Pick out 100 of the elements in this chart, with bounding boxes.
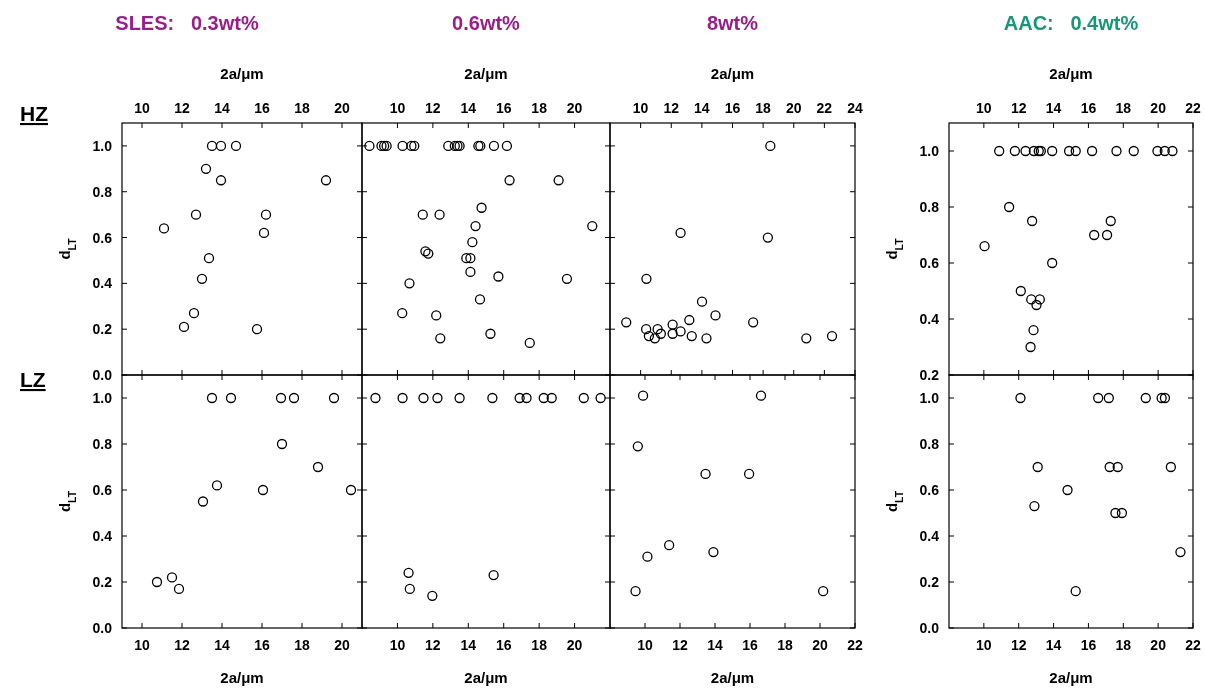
point xyxy=(418,392,429,404)
point xyxy=(1175,546,1186,558)
x-tick-label: 10 xyxy=(389,637,406,653)
y-tick-label: 0.4 xyxy=(919,311,940,327)
point xyxy=(1101,229,1113,241)
point xyxy=(765,140,776,152)
point xyxy=(215,175,227,186)
x-tick-label: 14 xyxy=(460,100,477,116)
point xyxy=(158,223,170,234)
x-tick-label: 14 xyxy=(707,637,723,653)
point xyxy=(275,392,287,404)
y-tick-label: 0.2 xyxy=(919,367,940,383)
point xyxy=(553,175,564,186)
x-tick-label: 18 xyxy=(294,637,310,653)
point xyxy=(1047,145,1058,157)
chart-title: 0.6wt% xyxy=(452,12,521,34)
x-tick-label: 20 xyxy=(1150,100,1167,116)
point xyxy=(1015,392,1026,404)
x-tick-label: 10 xyxy=(637,637,653,653)
y-tick-label: 0.8 xyxy=(919,436,940,452)
x-tick-label: 10 xyxy=(389,100,406,116)
point xyxy=(524,337,535,349)
y-tick-label: 0.2 xyxy=(92,574,113,590)
point xyxy=(443,140,454,152)
point xyxy=(546,392,557,404)
point xyxy=(178,321,190,333)
point xyxy=(667,319,678,330)
point xyxy=(684,314,695,326)
point xyxy=(667,328,678,339)
point xyxy=(151,576,163,588)
point xyxy=(206,392,218,404)
text: LZ xyxy=(20,368,46,391)
point xyxy=(288,392,300,404)
point xyxy=(587,220,598,232)
point xyxy=(700,468,711,480)
x-tick-label: 18 xyxy=(531,637,548,653)
point xyxy=(1015,285,1026,297)
point xyxy=(1032,461,1043,473)
point xyxy=(197,496,209,507)
point xyxy=(1026,294,1037,305)
point xyxy=(1152,145,1163,157)
point xyxy=(1070,586,1081,597)
point xyxy=(675,227,686,239)
x-tick-label: 14 xyxy=(1045,100,1062,116)
x-tick-label: 14 xyxy=(460,637,477,653)
point xyxy=(1093,392,1104,404)
point xyxy=(641,273,652,284)
point xyxy=(649,333,661,344)
y-tick-label: 0.0 xyxy=(919,620,940,636)
x-axis-title: 2a/μm xyxy=(710,669,755,686)
point xyxy=(1009,145,1021,157)
x-tick-label: 20 xyxy=(334,637,350,653)
y-tick-label: 0.4 xyxy=(92,275,113,292)
x-axis-title: 2a/μm xyxy=(710,65,755,82)
x-tick-label: 12 xyxy=(672,637,688,653)
point xyxy=(251,324,263,335)
point xyxy=(637,390,649,401)
y-tick-label: 1.0 xyxy=(92,137,113,154)
point xyxy=(397,140,408,152)
point xyxy=(467,236,478,248)
point xyxy=(258,227,270,239)
point xyxy=(1159,145,1170,157)
point xyxy=(1062,484,1073,496)
x-tick-label: 16 xyxy=(1080,100,1097,116)
x-axis-title: 2a/μm xyxy=(220,669,264,686)
point xyxy=(370,392,381,404)
x-tick-label: 20 xyxy=(566,100,583,116)
x-tick-label: 20 xyxy=(1150,637,1167,653)
point xyxy=(1026,215,1038,227)
x-tick-label: 10 xyxy=(134,637,150,653)
x-tick-label: 20 xyxy=(812,637,828,653)
point xyxy=(1070,145,1081,157)
y-tick-label: 1.0 xyxy=(92,390,113,406)
point xyxy=(1086,145,1098,157)
x-tick-label: 18 xyxy=(1115,100,1132,116)
point xyxy=(432,392,443,404)
point xyxy=(1105,215,1116,227)
point xyxy=(538,392,549,404)
point xyxy=(826,330,838,342)
x-axis-title: 2a/μm xyxy=(464,65,508,82)
x-tick-label: 18 xyxy=(294,100,310,116)
point xyxy=(1031,299,1042,311)
point xyxy=(276,438,288,450)
point xyxy=(488,140,500,152)
point xyxy=(979,241,990,252)
point xyxy=(708,546,719,558)
x-tick-label: 10 xyxy=(976,637,992,653)
y-tick-label: 0.8 xyxy=(92,436,113,452)
x-tick-label: 10 xyxy=(134,100,150,116)
point xyxy=(493,271,504,282)
point xyxy=(474,294,486,305)
point xyxy=(1034,294,1045,305)
point xyxy=(203,253,215,264)
x-tick-label: 22 xyxy=(816,100,833,116)
point xyxy=(686,330,697,342)
y-tick-label: 0.8 xyxy=(92,183,113,200)
point xyxy=(435,333,446,344)
text: HZ xyxy=(20,102,49,125)
x-axis-title: 2a/μm xyxy=(464,669,508,686)
x-tick-label: 16 xyxy=(495,100,512,116)
